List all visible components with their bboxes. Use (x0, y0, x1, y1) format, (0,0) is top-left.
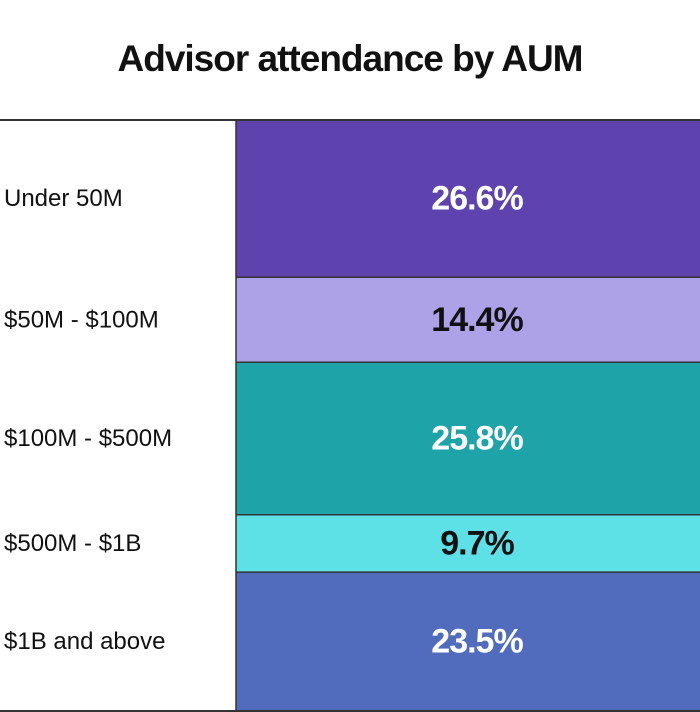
bars-layer (236, 120, 700, 711)
category-label-4: $500M - $1B (4, 530, 141, 557)
bar-segment-5 (236, 572, 700, 711)
category-label-3: $100M - $500M (4, 425, 172, 452)
value-label-1: 26.6% (431, 180, 523, 218)
value-label-3: 25.8% (431, 420, 523, 458)
category-label-5: $1B and above (4, 628, 165, 655)
value-label-5: 23.5% (431, 623, 523, 661)
bar-segment-1 (236, 120, 700, 278)
chart-title: Advisor attendance by AUM (117, 38, 584, 79)
value-label-2: 14.4% (431, 301, 523, 339)
labels-layer: 26.6% Under 50M 14.4% $50M - $100M 25.8% $100… (0, 119, 700, 712)
category-label-2: $50M - $100M (4, 306, 159, 333)
category-label-1: Under 50M (4, 185, 123, 212)
value-label-4: 9.7% (440, 524, 514, 562)
bar-segment-3 (236, 362, 700, 515)
bar-segment-4 (236, 514, 700, 573)
bar-segment-2 (236, 277, 700, 363)
